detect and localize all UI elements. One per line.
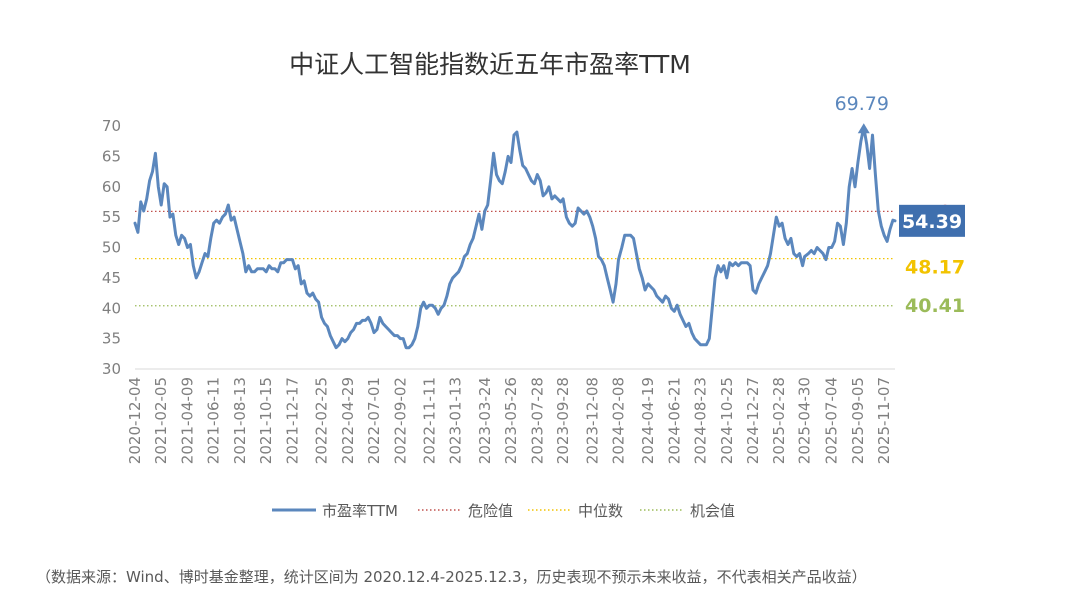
x-tick-label: 2020-12-04	[126, 377, 144, 464]
latest-value-label: 54.39	[902, 211, 962, 233]
x-tick-label: 2024-08-23	[692, 377, 710, 464]
y-tick-label: 30	[102, 360, 121, 378]
x-tick-label: 2025-11-07	[875, 377, 893, 464]
legend: 市盈率TTM 危险值 中位数 机会值	[272, 502, 735, 520]
x-tick-label: 2023-01-13	[447, 377, 465, 464]
pe-ttm-line	[133, 125, 897, 350]
y-tick-label: 50	[102, 239, 121, 257]
max-label: 69.79	[835, 93, 889, 115]
x-tick-label: 2021-08-13	[231, 377, 249, 464]
x-tick-label: 2022-09-02	[391, 377, 409, 464]
x-tick-label: 2022-02-25	[313, 377, 331, 464]
series-layer	[133, 125, 897, 350]
x-tick-label: 2025-04-30	[796, 377, 814, 464]
y-tick-label: 60	[102, 178, 121, 196]
y-tick-label: 45	[102, 269, 121, 287]
x-tick-label: 2025-09-05	[849, 377, 867, 464]
x-tick-label: 2023-12-08	[584, 377, 602, 464]
y-tick-label: 55	[102, 208, 121, 226]
y-tick-label: 40	[102, 299, 121, 317]
x-tick-label: 2023-09-28	[554, 377, 572, 464]
y-tick-label: 35	[102, 330, 121, 348]
y-tick-label: 70	[102, 117, 121, 135]
legend-label: 中位数	[578, 502, 623, 520]
x-tick-label: 2022-04-29	[339, 377, 357, 464]
x-tick-label: 2022-11-11	[420, 377, 438, 464]
x-tick-label: 2023-07-28	[528, 377, 546, 464]
x-tick-label: 2021-04-09	[178, 377, 196, 464]
max-marker	[857, 123, 870, 134]
median-value-label: 48.17	[905, 257, 965, 279]
x-tick-label: 2024-12-27	[744, 377, 762, 464]
opportunity-value-label: 40.41	[905, 295, 965, 317]
axes: 30 35 40 45 50 55 60 65 70 2020-12-04 2021-02-05 20…	[102, 117, 895, 464]
y-tick-label: 65	[102, 147, 121, 165]
x-tick-label: 2025-02-28	[770, 377, 788, 464]
source-note: （数据来源：Wind、博时基金整理，统计区间为 2020.12.4-2025.1…	[36, 568, 867, 586]
legend-label: 市盈率TTM	[322, 502, 398, 520]
x-tick-label: 2021-06-11	[205, 377, 223, 464]
chart-title: 中证人工智能指数近五年市盈率TTM	[289, 50, 691, 79]
x-tick-label: 2025-07-04	[823, 377, 841, 464]
x-tick-label: 2024-04-19	[639, 377, 657, 464]
x-tick-label: 2021-12-17	[283, 377, 301, 464]
x-tick-label: 2024-06-21	[665, 377, 683, 464]
x-tick-label: 2023-05-26	[502, 377, 520, 464]
x-tick-label: 2022-07-01	[365, 377, 383, 464]
x-tick-label: 2023-03-24	[476, 377, 494, 464]
x-tick-label: 2024-10-25	[718, 377, 736, 464]
x-tick-label: 2021-10-15	[257, 377, 275, 464]
latest-value-box	[899, 204, 965, 237]
x-tick-label: 2024-02-08	[609, 377, 627, 464]
legend-label: 危险值	[468, 502, 513, 520]
x-tick-label: 2021-02-05	[152, 377, 170, 464]
legend-label: 机会值	[690, 502, 735, 520]
